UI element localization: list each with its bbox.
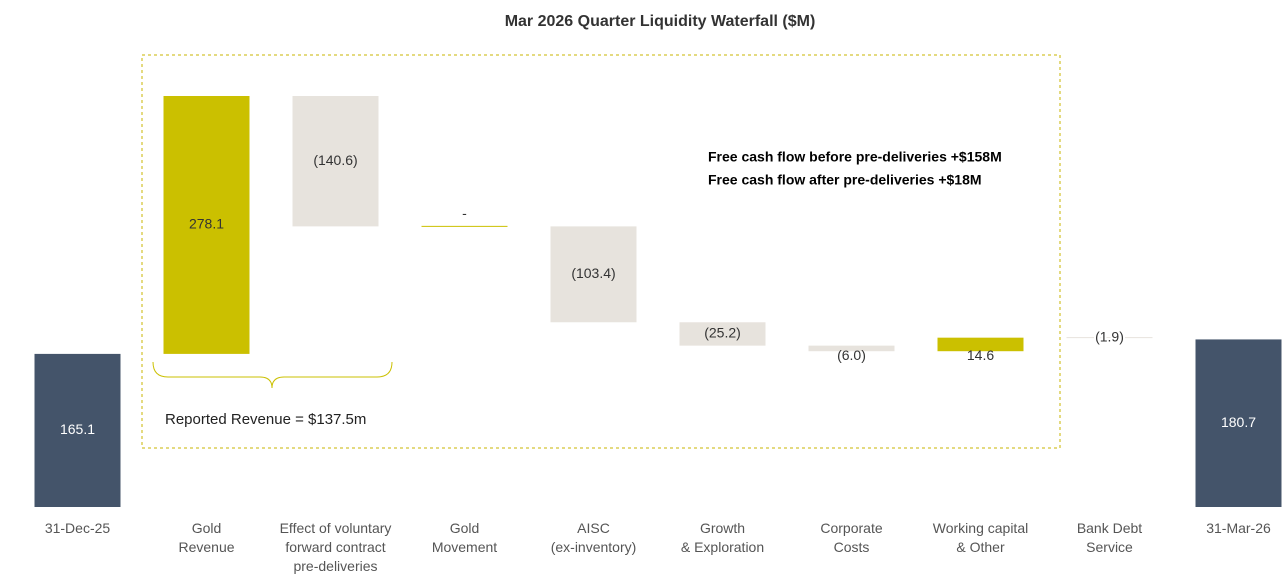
value-label: 278.1 (189, 216, 224, 232)
bar (808, 345, 895, 352)
bar (679, 322, 766, 346)
x-tick-label: Growth & Exploration (680, 520, 765, 555)
value-label: (6.0) (837, 347, 866, 363)
chart-title: Mar 2026 Quarter Liquidity Waterfall ($M… (505, 13, 816, 30)
x-tick-label: Effect of voluntary forward contract pre… (279, 520, 392, 574)
x-tick-label: Gold Movement (431, 520, 498, 555)
value-label: 165.1 (60, 421, 95, 437)
value-label: (25.2) (704, 325, 741, 341)
value-label: 14.6 (967, 347, 994, 363)
annotation: Reported Revenue = $137.5m (165, 411, 366, 428)
x-tick-label: Gold Revenue (178, 520, 235, 555)
value-label: (103.4) (571, 265, 615, 281)
bar (550, 226, 637, 323)
value-label: 180.7 (1221, 414, 1256, 430)
value-label: (1.9) (1095, 328, 1124, 344)
highlight-box (141, 54, 1061, 449)
x-tick-label: 31-Dec-25 (44, 520, 111, 536)
value-label: - (462, 205, 467, 221)
x-tick-label: Corporate Costs (820, 520, 883, 555)
value-label: (140.6) (313, 152, 357, 168)
annotation: Free cash flow before pre-deliveries +$1… (708, 149, 1002, 165)
bar (1195, 339, 1282, 507)
bar (937, 337, 1024, 352)
annotation: Free cash flow after pre-deliveries +$18… (708, 172, 982, 188)
x-tick-label: 31-Mar-26 (1206, 520, 1271, 536)
bar (163, 96, 250, 354)
bar (292, 96, 379, 227)
x-tick-label: AISC (ex-inventory) (550, 520, 637, 555)
x-tick-label: Bank Debt Service (1076, 520, 1143, 555)
brace (152, 361, 393, 389)
bar (34, 353, 121, 507)
x-tick-label: Working capital & Other (932, 520, 1029, 555)
